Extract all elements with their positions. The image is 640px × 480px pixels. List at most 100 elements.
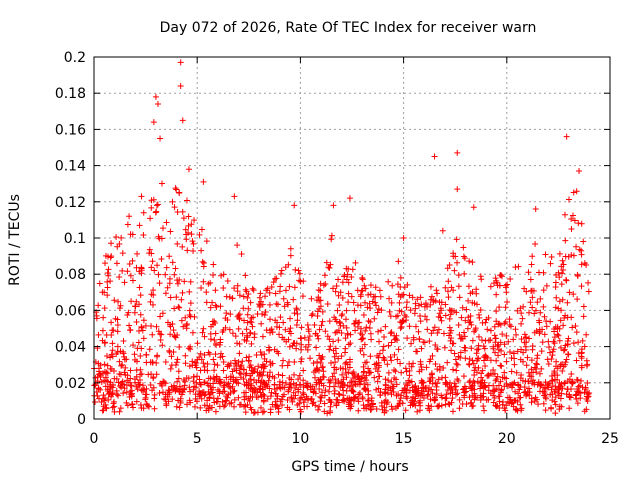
data-point <box>496 304 503 311</box>
data-point <box>175 368 182 375</box>
data-point <box>406 367 413 374</box>
data-point <box>122 364 129 371</box>
data-point <box>375 354 382 361</box>
data-point <box>334 307 341 314</box>
data-point <box>402 407 409 414</box>
data-point <box>151 405 158 412</box>
data-point <box>463 306 470 313</box>
data-point <box>363 324 370 331</box>
data-point <box>578 251 585 258</box>
data-point <box>491 332 498 339</box>
data-point <box>99 289 106 296</box>
data-point <box>349 388 356 395</box>
data-point <box>296 270 303 277</box>
data-point <box>482 383 489 390</box>
data-point <box>387 330 394 337</box>
data-point <box>415 302 422 309</box>
data-point <box>451 380 458 387</box>
data-point <box>493 291 500 298</box>
data-point <box>550 346 557 353</box>
data-point <box>551 398 558 405</box>
data-point <box>161 379 168 386</box>
data-point <box>417 358 424 365</box>
data-point <box>475 333 482 340</box>
data-point <box>473 369 480 376</box>
data-point <box>362 327 369 334</box>
data-point <box>414 296 421 303</box>
data-point <box>136 328 143 335</box>
data-point <box>103 332 110 339</box>
data-point <box>116 382 123 389</box>
data-point <box>148 264 155 271</box>
data-point <box>278 267 285 274</box>
data-point <box>426 358 433 365</box>
data-point <box>465 361 472 368</box>
data-point <box>140 405 147 412</box>
data-point <box>444 359 451 366</box>
data-point <box>343 374 350 381</box>
data-point <box>532 240 539 247</box>
data-point <box>566 289 573 296</box>
data-point <box>335 399 342 406</box>
data-point <box>311 322 318 329</box>
data-point <box>220 359 227 366</box>
y-tick-label: 0.2 <box>64 50 86 66</box>
data-point <box>351 307 358 314</box>
data-point <box>379 403 386 410</box>
data-point <box>208 323 215 330</box>
data-point <box>416 336 423 343</box>
data-point <box>97 362 104 369</box>
data-point <box>574 385 581 392</box>
data-point <box>578 377 585 384</box>
data-point <box>329 373 336 380</box>
data-point <box>223 374 230 381</box>
data-point <box>564 299 571 306</box>
data-point <box>531 379 538 386</box>
data-point <box>431 324 438 331</box>
data-point <box>538 381 545 388</box>
data-point <box>222 402 229 409</box>
data-point <box>403 304 410 311</box>
data-point <box>469 337 476 344</box>
data-point <box>548 386 555 393</box>
data-point <box>578 364 585 371</box>
data-point <box>536 370 543 377</box>
data-point <box>147 381 154 388</box>
data-point <box>394 356 401 363</box>
data-point <box>133 358 140 365</box>
data-point <box>262 308 269 315</box>
data-point <box>266 301 273 308</box>
data-point <box>406 323 413 330</box>
data-point <box>485 371 492 378</box>
data-point <box>298 394 305 401</box>
data-point <box>552 324 559 331</box>
data-point <box>555 332 562 339</box>
data-point <box>187 346 194 353</box>
data-point <box>284 397 291 404</box>
data-point <box>173 403 180 410</box>
data-point <box>113 233 120 240</box>
data-point <box>462 317 469 324</box>
data-point <box>235 394 242 401</box>
data-point <box>498 386 505 393</box>
data-point <box>428 293 435 300</box>
data-point <box>267 409 274 416</box>
data-point <box>373 302 380 309</box>
data-point <box>126 322 133 329</box>
data-point <box>159 342 166 349</box>
data-point <box>395 346 402 353</box>
data-point <box>461 329 468 336</box>
data-point <box>335 276 342 283</box>
data-point <box>242 409 249 416</box>
data-point <box>110 398 117 405</box>
data-point <box>558 281 565 288</box>
data-point <box>92 398 99 405</box>
data-point <box>205 280 212 287</box>
data-point <box>556 250 563 257</box>
data-point <box>491 323 498 330</box>
data-point <box>287 245 294 252</box>
data-point <box>442 379 449 386</box>
data-point <box>291 202 298 209</box>
data-point <box>580 238 587 245</box>
data-point <box>193 379 200 386</box>
